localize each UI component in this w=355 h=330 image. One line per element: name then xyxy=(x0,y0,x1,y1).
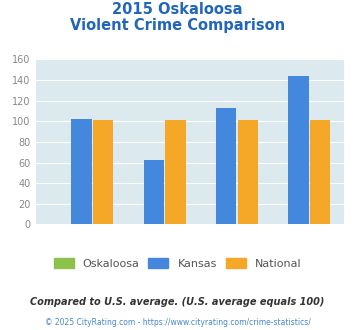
Bar xyxy=(216,108,236,224)
Bar xyxy=(238,120,258,224)
Bar xyxy=(71,119,92,224)
Text: 2015 Oskaloosa: 2015 Oskaloosa xyxy=(112,2,243,16)
Text: © 2025 CityRating.com - https://www.cityrating.com/crime-statistics/: © 2025 CityRating.com - https://www.city… xyxy=(45,318,310,327)
Bar xyxy=(165,120,186,224)
Bar xyxy=(144,160,164,224)
Bar xyxy=(310,120,330,224)
Bar xyxy=(288,76,308,224)
Text: Violent Crime Comparison: Violent Crime Comparison xyxy=(70,18,285,33)
Text: Compared to U.S. average. (U.S. average equals 100): Compared to U.S. average. (U.S. average … xyxy=(30,297,325,307)
Legend: Oskaloosa, Kansas, National: Oskaloosa, Kansas, National xyxy=(49,254,306,273)
Bar xyxy=(93,120,113,224)
